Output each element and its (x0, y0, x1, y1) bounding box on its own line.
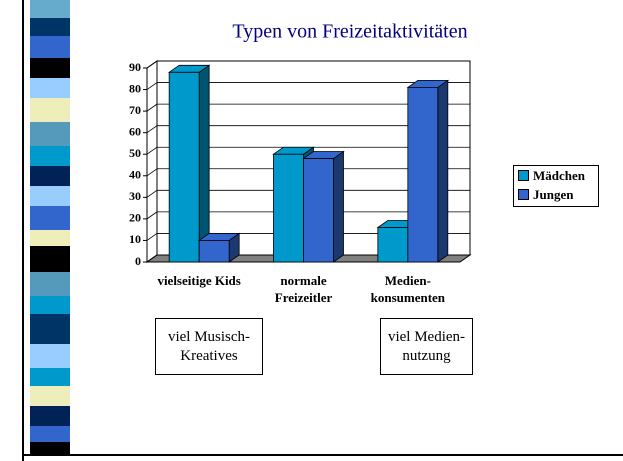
y-tick-label: 60 (129, 124, 141, 138)
x-tick-label: Medien- konsumenten (370, 273, 446, 305)
legend-label: Jungen (533, 186, 574, 202)
y-tick-label: 80 (129, 81, 141, 95)
bar (198, 240, 230, 263)
bar (273, 153, 304, 263)
chart-title: Typen von Freizeitaktivitäten (232, 21, 467, 43)
x-tick-label: normale Freizeitler (274, 273, 333, 305)
bar (407, 87, 439, 263)
y-tick-label: 0 (135, 254, 141, 268)
y-tick-label: 40 (129, 168, 141, 182)
legend-entry: Jungen (514, 185, 598, 204)
y-tick-label: 50 (129, 146, 141, 160)
grid-line-side (146, 211, 158, 220)
grid-line-side (146, 146, 158, 155)
grid-line-side (146, 60, 158, 69)
x-tick-label: vielseitige Kids (157, 273, 241, 288)
grid-line-side (146, 168, 158, 177)
bar-side-shade (333, 151, 344, 262)
bar-side-shade (437, 80, 448, 263)
y-tick-label: 20 (129, 211, 141, 225)
grid-line-side (146, 233, 158, 241)
bar (168, 71, 200, 263)
legend: Mädchen Jungen (513, 165, 599, 207)
legend-entry: Mädchen (514, 166, 598, 185)
grid-line-side (146, 254, 158, 263)
bar-side-shade (229, 233, 240, 262)
grid-line-side (146, 82, 158, 90)
legend-label: Mädchen (533, 167, 585, 183)
bar (303, 158, 334, 263)
annotation-box: viel Medien- nutzung (380, 318, 473, 375)
y-tick-label: 90 (129, 60, 141, 74)
side-wall (146, 60, 158, 263)
grid-line-side (146, 190, 158, 198)
y-tick-label: 10 (129, 232, 141, 246)
y-tick-label: 70 (129, 103, 141, 117)
y-tick-label: 30 (129, 189, 141, 203)
grid-line-side (146, 125, 158, 133)
legend-swatch (518, 170, 529, 181)
bar (377, 227, 409, 263)
annotation-box: viel Musisch- Kreatives (155, 318, 263, 375)
bar-side-shade (199, 65, 210, 262)
legend-swatch (518, 189, 529, 200)
grid-line-side (146, 103, 158, 112)
